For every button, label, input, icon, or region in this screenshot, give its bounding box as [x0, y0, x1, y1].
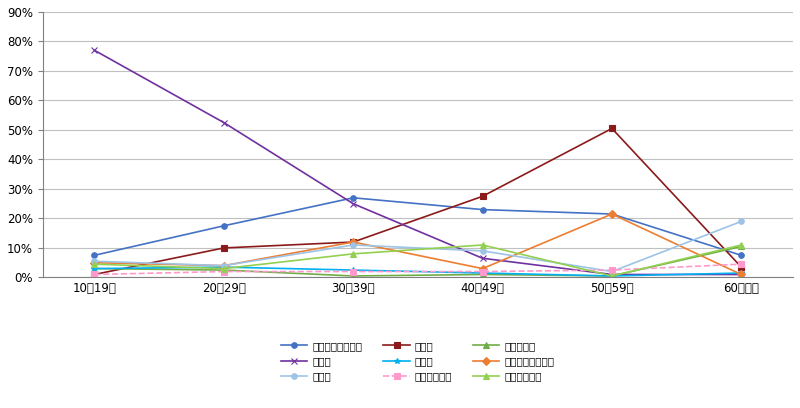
- 交通の利便性: [478, 269, 487, 274]
- 生活の利便性: [90, 262, 99, 266]
- 転　動: [90, 272, 99, 277]
- 卒　業: [90, 266, 99, 271]
- 交通の利便性: [90, 272, 99, 277]
- 就職・転職・転業: [607, 212, 617, 217]
- 退職・廃業: [348, 273, 358, 278]
- 就　学: [348, 201, 358, 206]
- 転　動: [478, 194, 487, 199]
- 住　宅: [348, 242, 358, 247]
- Legend: 就職・転職・転業, 就　学, 住　宅, 転　動, 卒　業, 交通の利便性, 退職・廃業, 結婚・離婚・縁組, 生活の利便性: 就職・転職・転業, 就 学, 住 宅, 転 動, 卒 業, 交通の利便性, 退職…: [282, 341, 554, 381]
- 交通の利便性: [737, 262, 746, 266]
- Line: 就　学: 就 学: [92, 47, 744, 277]
- 就職・転職・転業: [219, 223, 229, 228]
- Line: 結婚・離婚・縁組: 結婚・離婚・縁組: [92, 211, 744, 277]
- 交通の利便性: [607, 268, 617, 273]
- 生活の利便性: [348, 251, 358, 256]
- Line: 生活の利便性: 生活の利便性: [92, 242, 744, 279]
- 退職・廃業: [478, 272, 487, 277]
- 転　動: [219, 246, 229, 251]
- 転　動: [737, 265, 746, 270]
- 就職・転職・転業: [348, 195, 358, 200]
- 卒　業: [478, 271, 487, 275]
- 結婚・離婚・縁組: [90, 260, 99, 265]
- 卒　業: [219, 265, 229, 270]
- 生活の利便性: [737, 242, 746, 247]
- Line: 転　動: 転 動: [92, 126, 744, 277]
- 就　学: [478, 256, 487, 261]
- 結婚・離婚・縁組: [348, 239, 358, 244]
- 住　宅: [607, 269, 617, 274]
- Line: 交通の利便性: 交通の利便性: [92, 262, 744, 277]
- 就　学: [219, 120, 229, 125]
- Line: 退職・廃業: 退職・廃業: [92, 244, 744, 279]
- 交通の利便性: [219, 269, 229, 274]
- 住　宅: [219, 263, 229, 268]
- 卒　業: [607, 273, 617, 278]
- 生活の利便性: [478, 242, 487, 247]
- Line: 住　宅: 住 宅: [92, 219, 744, 274]
- Line: 就職・転職・転業: 就職・転職・転業: [92, 195, 744, 258]
- 就職・転職・転業: [90, 253, 99, 258]
- 退職・廃業: [607, 273, 617, 278]
- 卒　業: [348, 268, 358, 273]
- 転　動: [607, 126, 617, 131]
- 結婚・離婚・縁組: [737, 272, 746, 277]
- 就　学: [607, 272, 617, 277]
- 退職・廃業: [219, 268, 229, 273]
- 結婚・離婚・縁組: [607, 212, 617, 217]
- 退職・廃業: [90, 266, 99, 271]
- 結婚・離婚・縁組: [219, 263, 229, 268]
- 就職・転職・転業: [478, 207, 487, 212]
- 住　宅: [737, 219, 746, 224]
- 住　宅: [90, 259, 99, 264]
- 住　宅: [478, 248, 487, 253]
- 就　学: [90, 48, 99, 53]
- 交通の利便性: [348, 269, 358, 274]
- 退職・廃業: [737, 244, 746, 249]
- 転　動: [348, 239, 358, 244]
- 就　学: [737, 272, 746, 277]
- 結婚・離婚・縁組: [478, 266, 487, 271]
- Line: 卒　業: 卒 業: [92, 264, 744, 279]
- 就職・転職・転業: [737, 253, 746, 258]
- 生活の利便性: [219, 266, 229, 271]
- 卒　業: [737, 271, 746, 275]
- 生活の利便性: [607, 273, 617, 278]
